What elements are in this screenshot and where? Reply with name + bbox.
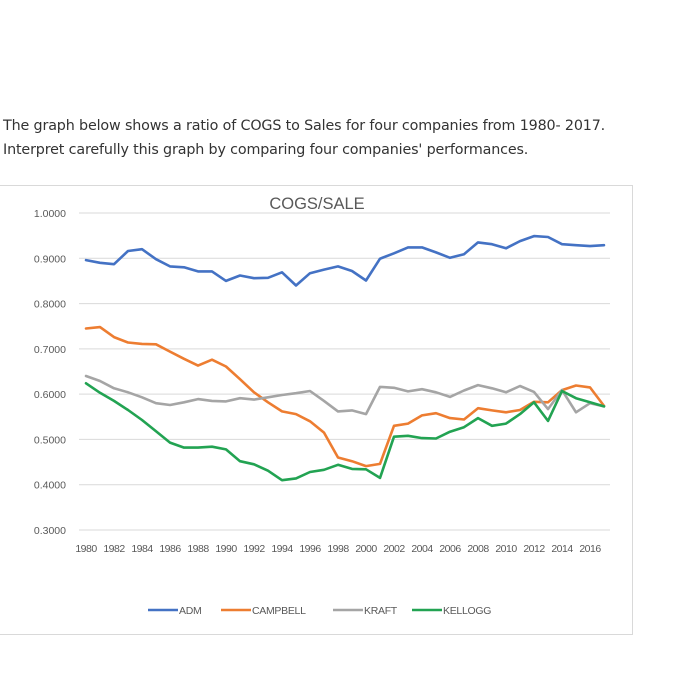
x-tick-label: 1984 xyxy=(131,543,153,555)
y-tick-label: 0.7000 xyxy=(34,344,66,356)
x-tick-label: 1982 xyxy=(103,543,125,555)
x-tick-label: 2010 xyxy=(495,543,517,555)
y-tick-label: 0.6000 xyxy=(34,389,66,401)
x-tick-label: 1986 xyxy=(159,543,181,555)
legend-item-kraft: KRAFT xyxy=(333,605,398,617)
x-tick-label: 2000 xyxy=(355,543,377,555)
series-line-kraft xyxy=(84,374,606,416)
x-tick-label: 2006 xyxy=(439,543,461,555)
legend-label: CAMPBELL xyxy=(252,605,306,617)
legend-label: KRAFT xyxy=(364,605,398,617)
y-tick-label: 0.5000 xyxy=(34,434,66,446)
x-tick-label: 1988 xyxy=(187,543,209,555)
x-tick-label: 1980 xyxy=(75,543,97,555)
x-tick-label: 2016 xyxy=(579,543,601,555)
legend-label: ADM xyxy=(179,605,201,617)
series-line-campbell xyxy=(84,325,606,468)
y-tick-label: 1.0000 xyxy=(34,208,66,220)
x-tick-label: 1994 xyxy=(271,543,293,555)
x-tick-label: 2008 xyxy=(467,543,489,555)
legend-item-adm: ADM xyxy=(148,605,202,617)
y-tick-label: 0.9000 xyxy=(34,253,66,265)
question-line-2: Interpret carefully this graph by compar… xyxy=(3,142,529,158)
x-tick-label: 1990 xyxy=(215,543,237,555)
legend-item-campbell: CAMPBELL xyxy=(221,605,306,617)
series-line-kellogg xyxy=(84,381,606,482)
series-line-adm xyxy=(84,234,606,287)
legend-item-kellogg: KELLOGG xyxy=(412,605,492,617)
x-tick-label: 1992 xyxy=(243,543,265,555)
legend-label: KELLOGG xyxy=(443,605,491,617)
chart-frame xyxy=(0,185,633,635)
x-tick-label: 2004 xyxy=(411,543,433,555)
x-tick-label: 2012 xyxy=(523,543,545,555)
chart-title: COGS/SALE xyxy=(269,195,364,213)
question-text: The graph below shows a ratio of COGS to… xyxy=(3,114,692,162)
y-tick-label: 0.4000 xyxy=(34,480,66,492)
y-tick-label: 0.8000 xyxy=(34,299,66,311)
x-axis-ticks: 1980 1982 1984 1986 1988 1990 1992 1994 1996 1998… xyxy=(75,543,602,555)
x-tick-label: 2002 xyxy=(383,543,405,555)
y-axis-ticks: 1.0000 0.9000 0.8000 0.7000 0.6000 0.5000 0.40… xyxy=(34,208,66,537)
x-tick-label: 2014 xyxy=(551,543,573,555)
x-tick-label: 1996 xyxy=(299,543,321,555)
x-tick-label: 1998 xyxy=(327,543,349,555)
y-tick-label: 0.3000 xyxy=(34,525,66,537)
legend: ADM CAMPBELL KRAFT KELLOGG xyxy=(148,605,492,617)
question-line-1: The graph below shows a ratio of COGS to… xyxy=(3,118,606,134)
series-lines xyxy=(84,234,606,482)
